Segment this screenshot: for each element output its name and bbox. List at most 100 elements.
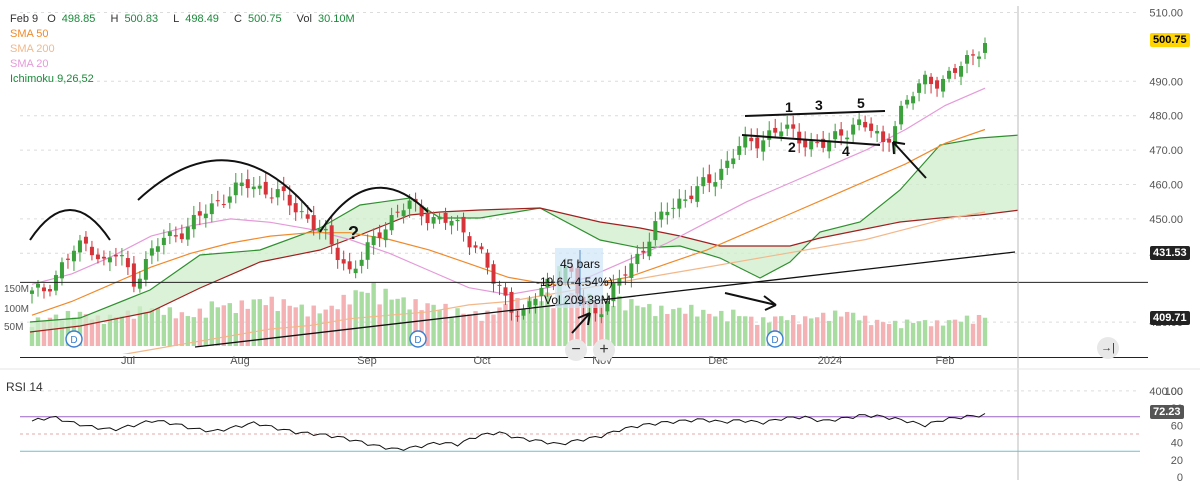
- candle-body: [173, 235, 178, 237]
- candle-body: [533, 298, 538, 306]
- zoom-out-button[interactable]: −: [565, 339, 587, 361]
- candle-body: [479, 246, 484, 250]
- candle-body: [881, 131, 886, 143]
- volume-bar: [695, 316, 700, 346]
- volume-bar: [659, 305, 664, 346]
- volume-bar: [503, 303, 508, 346]
- candle-body: [347, 261, 352, 270]
- volume-bar: [928, 326, 934, 346]
- candle-body: [749, 137, 754, 142]
- zoom-in-button[interactable]: +: [593, 339, 615, 361]
- volume-bar: [832, 310, 838, 346]
- rsi-tick-label: 20: [1171, 455, 1183, 467]
- volume-bar: [509, 309, 514, 346]
- candle-body: [473, 245, 478, 248]
- volume-bar: [95, 315, 101, 346]
- volume-bar: [593, 308, 598, 346]
- jump-to-end-button[interactable]: →|: [1097, 337, 1119, 359]
- candle-body: [125, 258, 130, 268]
- last-price-badge: 500.75: [1150, 33, 1190, 47]
- volume-bar: [185, 316, 191, 346]
- legend-sma50[interactable]: SMA 50: [10, 28, 49, 40]
- volume-bar: [671, 309, 676, 346]
- volume-bar: [245, 308, 250, 346]
- volume-bar: [251, 299, 256, 346]
- rsi-title[interactable]: RSI 14: [6, 380, 43, 394]
- candle-body: [941, 78, 946, 92]
- volume-bar: [701, 309, 706, 346]
- wave-number: 2: [788, 139, 796, 155]
- legend-sma200[interactable]: SMA 200: [10, 43, 55, 55]
- volume-bars: [29, 266, 988, 346]
- candle-body: [659, 211, 664, 220]
- candle-body: [299, 211, 304, 213]
- question-mark: ?: [348, 223, 359, 243]
- candle-body: [845, 137, 850, 140]
- volume-bar: [886, 324, 892, 346]
- volume-bar: [287, 305, 292, 346]
- ohlc-row: Feb 9 O 498.85 H 500.83 L 498.49 C 500.75 Vo…: [10, 12, 367, 27]
- candle-body: [149, 248, 154, 256]
- volume-bar: [125, 310, 131, 346]
- volume-bar: [155, 307, 161, 346]
- volume-bar: [491, 314, 496, 346]
- candle-body: [161, 237, 166, 246]
- candle-body: [875, 130, 880, 134]
- volume-bar: [371, 282, 376, 346]
- candle-body: [275, 189, 280, 198]
- candle-body: [437, 216, 442, 220]
- volume-bar: [53, 314, 59, 346]
- volume-bar: [131, 318, 137, 346]
- sma-line-sma-20: [31, 87, 986, 296]
- volume-bar: [874, 319, 880, 346]
- volume-bar: [89, 319, 95, 346]
- legend-ichimoku[interactable]: Ichimoku 9,26,52: [10, 73, 94, 85]
- volume-bar: [401, 297, 406, 346]
- wave-number: 5: [857, 95, 865, 111]
- candle-body: [239, 182, 244, 187]
- candle-body: [41, 287, 46, 292]
- ohlc-close: C 500.75: [234, 13, 282, 25]
- candle-body: [395, 211, 400, 213]
- candle-body: [71, 250, 76, 262]
- candle-body: [797, 131, 802, 144]
- candle-body: [269, 197, 274, 199]
- candle-body: [65, 258, 70, 260]
- candle-body: [233, 182, 238, 196]
- candle-body: [419, 205, 424, 217]
- volume-bar: [299, 304, 304, 346]
- candle-body: [107, 257, 112, 263]
- time-tick-label: 2024: [818, 355, 842, 367]
- volume-bar: [982, 317, 988, 346]
- candle-body: [503, 287, 508, 296]
- volume-bar: [101, 323, 107, 346]
- volume-bar: [629, 299, 634, 346]
- trendline-upper: [744, 110, 886, 117]
- candle-body: [929, 76, 934, 85]
- rsi-tick-label: 60: [1171, 420, 1183, 432]
- measure-volume: Vol 209.38M: [544, 293, 611, 307]
- candle-body: [689, 195, 694, 200]
- volume-bar: [215, 307, 221, 346]
- legend-sma20[interactable]: SMA 20: [10, 58, 49, 70]
- arrow-drawing: [571, 312, 591, 334]
- candle-body: [761, 140, 766, 152]
- volume-bar: [713, 316, 718, 346]
- volume-bar: [329, 305, 334, 346]
- volume-bar: [83, 314, 89, 346]
- volume-bar: [323, 309, 328, 346]
- candle-body: [539, 287, 544, 297]
- arrow-drawing: [892, 141, 927, 179]
- arc-drawing: [319, 186, 429, 233]
- volume-bar: [497, 307, 502, 346]
- volume-bar: [880, 322, 886, 346]
- volume-bar: [677, 307, 682, 346]
- ichimoku-span-a: [29, 134, 1018, 323]
- rsi-panel: 100806040200: [20, 386, 1183, 484]
- volume-bar: [683, 313, 688, 346]
- candle-body: [611, 282, 616, 302]
- candle-body: [791, 124, 796, 129]
- candle-body: [89, 246, 94, 256]
- candle-body: [623, 274, 628, 276]
- volume-bar: [952, 319, 958, 346]
